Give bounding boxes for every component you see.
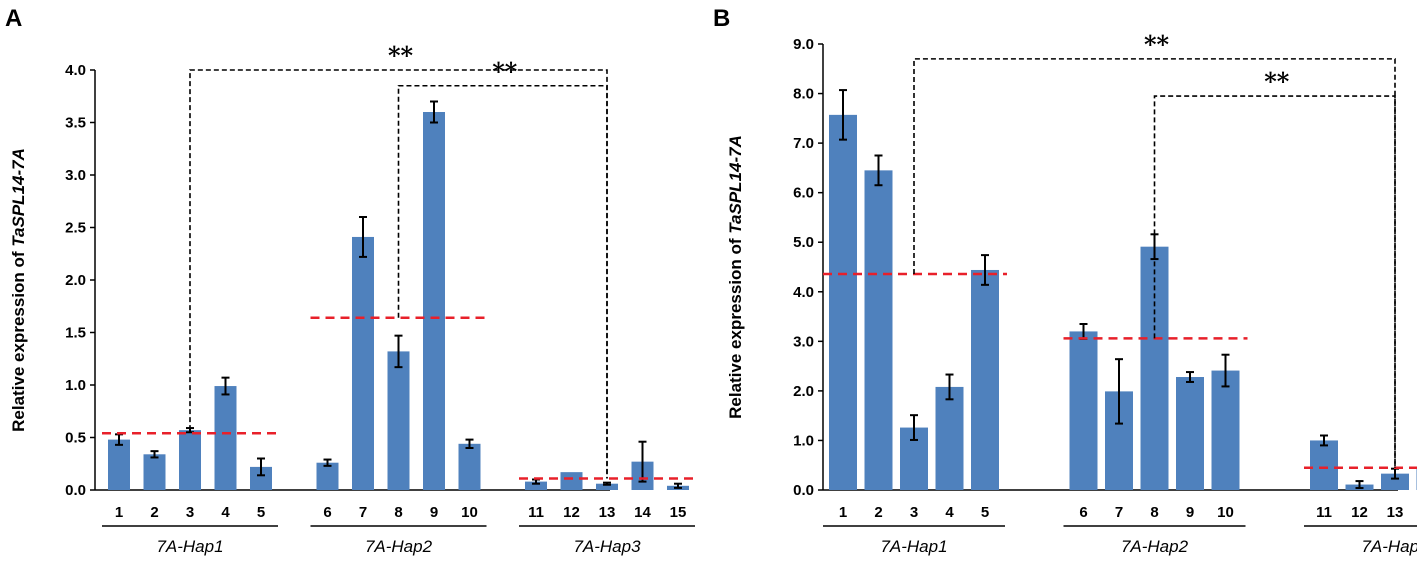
category-label: 14	[634, 504, 651, 521]
y-tick-label: 5.0	[793, 234, 814, 251]
category-label: 10	[461, 504, 478, 521]
significance-label: **	[1144, 30, 1170, 59]
bar	[971, 269, 999, 490]
category-label: 13	[599, 504, 616, 521]
category-label: 11	[528, 504, 544, 521]
category-label: 8	[394, 504, 402, 521]
category-label: 2	[874, 504, 882, 521]
category-label: 11	[1316, 504, 1332, 521]
category-label: 3	[186, 504, 194, 521]
significance-label: **	[492, 57, 518, 86]
y-axis-label-gene: TaSPL14-7A	[9, 148, 28, 247]
bar	[596, 483, 618, 490]
y-tick-label: 3.5	[65, 115, 86, 132]
y-tick-label: 0.0	[65, 482, 86, 499]
bar	[1140, 246, 1169, 490]
category-label: 6	[1079, 504, 1087, 521]
y-tick-label: 6.0	[793, 185, 814, 202]
bar	[143, 454, 166, 490]
y-axis-label: Relative expression of TaSPL14-7A	[726, 135, 745, 419]
bar	[1069, 331, 1098, 490]
bar	[316, 462, 339, 490]
panel-B: B 0.0 1.0 2.0 3.0 4.0 5.0 6.0 7.0 8.0 9.0 Relative …	[713, 5, 1417, 556]
category-label: 9	[430, 504, 438, 521]
bar	[387, 351, 410, 490]
bar	[458, 443, 481, 490]
y-tick-label: 2.5	[65, 220, 86, 237]
y-tick-label: 2.0	[65, 272, 86, 289]
category-label: 1	[115, 504, 123, 521]
category-label: 6	[323, 504, 331, 521]
y-axis-label-text: Relative expression of	[726, 234, 745, 419]
panel-letter: A	[5, 5, 22, 32]
category-label: 4	[221, 504, 230, 521]
bar	[423, 112, 445, 490]
bar	[352, 236, 374, 490]
category-label: 4	[945, 504, 954, 521]
bar	[1381, 473, 1409, 490]
significance-bracket	[189, 69, 608, 479]
group-label: 7A-Hap1	[156, 537, 223, 556]
bar	[864, 170, 893, 490]
category-label: 7	[1115, 504, 1123, 521]
group-label: 7A-Hap3	[573, 537, 641, 556]
category-label: 12	[563, 504, 580, 521]
bar	[250, 466, 272, 490]
group-label: 7A-Hap2	[365, 537, 433, 556]
category-label: 15	[670, 504, 687, 521]
y-axis-label: Relative expression of TaSPL14-7A	[9, 148, 28, 432]
category-label: 1	[839, 504, 847, 521]
category-label: 5	[257, 504, 265, 521]
significance-label: **	[388, 41, 414, 70]
category-label: 9	[1186, 504, 1194, 521]
panel-letter: B	[713, 5, 730, 32]
bar	[935, 386, 964, 490]
significance-bracket	[1153, 95, 1396, 468]
y-tick-label: 9.0	[793, 36, 814, 53]
category-label: 7	[359, 504, 367, 521]
y-tick-label: 3.0	[65, 167, 86, 184]
bar	[829, 114, 857, 490]
category-label: 2	[150, 504, 158, 521]
y-tick-label: 7.0	[793, 135, 814, 152]
category-label: 12	[1351, 504, 1368, 521]
bar	[214, 386, 237, 490]
group-label: 7A-Hap2	[1121, 537, 1189, 556]
y-tick-label: 1.0	[793, 432, 814, 449]
y-tick-label: 0.0	[793, 482, 814, 499]
group-label: 7A-Hap3	[1361, 537, 1417, 556]
bar	[1211, 370, 1240, 490]
y-axis-label-text: Relative expression of	[9, 247, 28, 432]
category-label: 13	[1387, 504, 1404, 521]
y-tick-label: 1.5	[65, 325, 86, 342]
y-tick-label: 4.0	[65, 62, 86, 79]
y-tick-label: 2.0	[793, 383, 814, 400]
panel-A: A 0.0 0.5 1.0 1.5 2.0 2.5 3.0 3.5 4.0 Relative exp…	[5, 5, 697, 556]
bar	[108, 439, 130, 490]
significance-label: **	[1264, 67, 1290, 96]
y-tick-label: 8.0	[793, 86, 814, 103]
y-tick-label: 1.0	[65, 377, 86, 394]
y-tick-label: 3.0	[793, 333, 814, 350]
category-label: 8	[1150, 504, 1158, 521]
y-axis-label-gene: TaSPL14-7A	[726, 135, 745, 234]
bar	[560, 472, 583, 490]
category-label: 3	[910, 504, 918, 521]
bar	[1176, 377, 1204, 490]
bar	[525, 481, 547, 490]
y-tick-label: 0.5	[65, 430, 86, 447]
bar	[179, 430, 201, 490]
y-tick-label: 4.0	[793, 284, 814, 301]
significance-bracket	[397, 84, 608, 479]
category-label: 5	[981, 504, 989, 521]
bar	[1310, 440, 1338, 490]
group-label: 7A-Hap1	[880, 537, 947, 556]
category-label: 10	[1217, 504, 1234, 521]
